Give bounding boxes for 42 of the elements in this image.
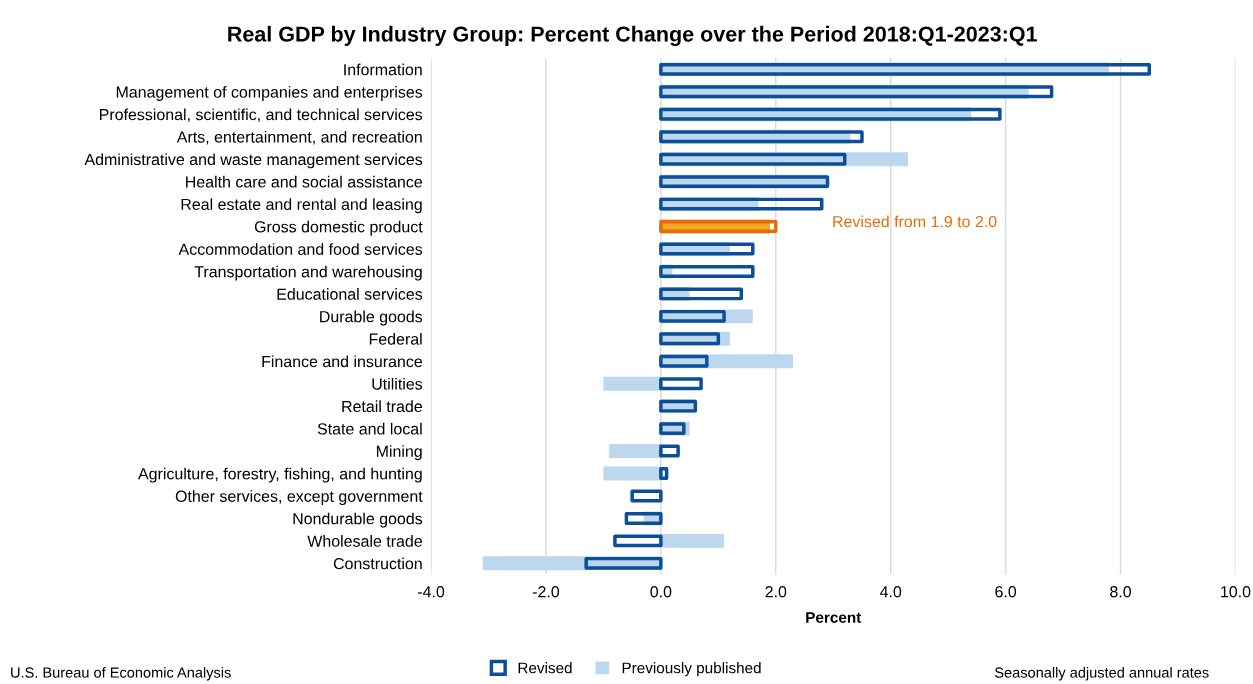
y-tick-label: Professional, scientific, and technical services <box>99 108 423 123</box>
bar <box>660 533 725 548</box>
legend-label: Revised <box>518 662 572 674</box>
y-tick-label: Administrative and waste management services <box>84 153 423 169</box>
y-tick-label: Transportation and warehousing <box>194 265 422 281</box>
y-tick-label: Gross domestic product <box>254 220 423 236</box>
y-tick-label: Federal <box>369 333 422 345</box>
y-tick-label: Other services, except government <box>175 490 423 506</box>
y-tick-label: Construction <box>333 557 422 570</box>
y-tick-label: Wholesale trade <box>307 535 422 547</box>
y-tick-label: Agriculture, forestry, fishing, and hunting <box>138 467 422 483</box>
y-tick-label: Health care and social assistance <box>186 175 422 188</box>
y-tick-label: Real estate and rental and leasing <box>181 198 422 214</box>
x-tick-label: -4.0 <box>417 586 445 598</box>
bar <box>609 444 661 459</box>
y-tick-label: Management of companies and enterprises <box>116 86 423 101</box>
y-tick-label: Information <box>344 63 422 76</box>
x-tick-label: 4.0 <box>879 586 902 598</box>
x-tick-label: 0.0 <box>650 586 672 598</box>
text: Seasonally adjusted annual rates <box>994 666 1209 681</box>
bar <box>603 466 661 481</box>
y-tick-label: Educational services <box>277 288 423 300</box>
x-tick-label: -2.0 <box>532 586 560 598</box>
text: U.S. Bureau of Economic Analysis <box>11 666 231 681</box>
x-axis-title: Percent <box>806 612 862 623</box>
x-tick-label: 6.0 <box>995 586 1017 598</box>
y-tick-label: Durable goods <box>320 310 423 326</box>
y-tick-label: State and local <box>317 422 422 435</box>
y-tick-label: Finance and insurance <box>262 355 422 368</box>
chart-title: Real GDP by Industry Group: Percent Change over the Period 2018:Q1-2023:Q1 <box>228 25 1037 47</box>
legend-label: Previously published <box>622 662 761 677</box>
y-tick-label: Accommodation and food services <box>178 243 423 255</box>
y-tick-label: Retail trade <box>342 400 422 413</box>
x-tick-label: 2.0 <box>765 586 787 598</box>
x-tick-label: 10.0 <box>1221 586 1251 598</box>
bar <box>603 376 661 391</box>
y-tick-label: Arts, entertainment, and recreation <box>176 130 422 145</box>
annotation: Revised from 1.9 to 2.0 <box>833 215 997 228</box>
x-tick-label: 8.0 <box>1110 586 1132 598</box>
y-tick-label: Utilities <box>372 377 423 390</box>
y-tick-label: Nondurable goods <box>293 512 423 528</box>
y-tick-label: Mining <box>376 445 422 461</box>
